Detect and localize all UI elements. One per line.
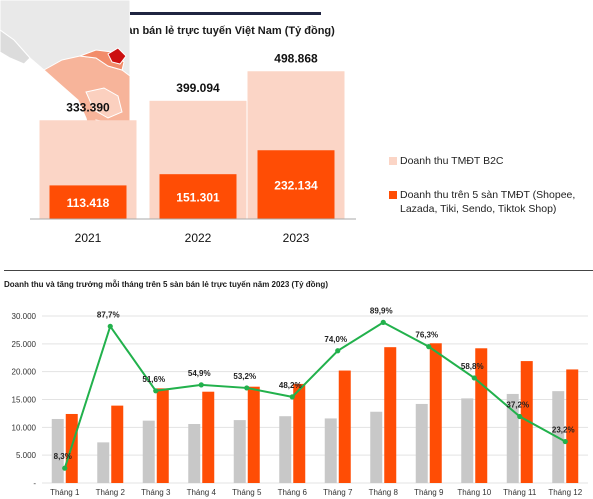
growth-label: 87,7% [97,310,120,319]
legend-platform-swatch [389,191,397,199]
growth-point [426,344,432,350]
y-tick-label: 25.000 [12,340,37,349]
month-tick-label: Tháng 3 [141,488,171,497]
growth-point [107,323,113,329]
monthly-orange-bar [566,369,579,483]
growth-label: 76,3% [415,331,438,340]
growth-point [335,348,341,354]
y-tick-label: 20.000 [12,368,37,377]
growth-label: 53,2% [233,372,256,381]
growth-line [63,321,566,469]
y-tick-label: - [33,479,36,488]
month-tick-label: Tháng 2 [96,488,126,497]
monthly-gray-bar [324,418,337,483]
growth-point [471,375,477,381]
monthly-orange-bar [202,391,215,483]
growth-label: 74,0% [324,335,347,344]
growth-point [289,394,295,400]
growth-point [562,438,568,445]
monthly-orange-bar [338,370,351,483]
month-tick-label: Tháng 4 [187,488,217,497]
growth-label: 89,9% [370,306,393,315]
monthly-gray-bar [415,403,428,483]
monthly-orange-bar [384,347,397,483]
b2c-value-label: 498.868 [274,51,318,65]
month-tick-label: Tháng 7 [323,488,353,497]
growth-label: 37,2% [506,401,529,410]
growth-point [517,413,523,420]
platform-value-label: 232.134 [274,179,318,193]
growth-point [198,382,204,388]
year-tick-label: 2022 [185,231,212,245]
monthly-orange-bar [111,405,124,483]
month-tick-label: Tháng 11 [503,488,537,497]
monthly-gray-bar [233,420,246,483]
section-divider [4,270,593,271]
legend-b2c-label: Doanh thu TMĐT B2C [400,155,504,167]
growth-point [62,465,68,471]
y-tick-label: 5.000 [16,451,37,460]
monthly-gray-bar [279,416,292,483]
growth-label: 23,2% [552,426,575,435]
month-tick-label: Tháng 10 [457,488,491,497]
monthly-gray-bar [506,393,519,483]
platform-value-label: 151.301 [176,191,220,205]
monthly-gray-bar [370,411,383,483]
monthly-orange-bar [156,388,169,483]
y-tick-label: 15.000 [12,396,37,405]
monthly-orange-bar [429,343,442,483]
month-tick-label: Tháng 12 [548,488,582,497]
growth-label: 48,2% [279,381,302,390]
monthly-gray-bar [142,420,155,483]
y-tick-label: 10.000 [12,423,37,432]
legend-platform-label: Doanh thu trên 5 sàn TMĐT (Shopee, Lazad… [400,189,576,215]
monthly-orange-bar [247,386,260,483]
monthly-gray-bar [51,418,64,483]
growth-label: 51,6% [142,375,165,384]
month-tick-label: Tháng 6 [278,488,308,497]
platform-bar [257,150,335,219]
growth-point [380,319,386,325]
monthly-gray-bar [188,423,201,483]
monthly-gray-bar [461,398,474,483]
growth-label: 8,3% [54,452,72,461]
monthly-gray-bar [97,442,110,483]
year-tick-label: 2021 [75,231,102,245]
b2c-value-label: 399.094 [176,81,220,95]
platform-bar [159,174,237,219]
monthly-orange-bar [293,383,306,483]
bottom-chart-title: Doanh thu và tăng trưởng mỗi tháng trên … [4,280,328,289]
year-tick-label: 2023 [283,231,310,245]
growth-label: 54,9% [188,369,211,378]
b2c-value-label: 333.390 [66,100,110,114]
platform-value-label: 113.418 [67,196,110,210]
growth-label: 58,8% [461,362,484,371]
month-tick-label: Tháng 1 [50,488,80,497]
legend-b2c-swatch [389,157,397,165]
growth-point [244,385,250,391]
platform-bar [49,185,127,219]
header-rule [8,12,321,15]
top-bar-chart: 333.390 113.418 2021 399.094 151.301 2022 498.… [30,51,356,245]
month-tick-label: Tháng 9 [414,488,444,497]
monthly-orange-bar [520,361,533,483]
month-tick-label: Tháng 8 [369,488,399,497]
growth-point [153,388,159,394]
month-tick-label: Tháng 5 [232,488,262,497]
y-tick-label: 30.000 [12,312,37,321]
